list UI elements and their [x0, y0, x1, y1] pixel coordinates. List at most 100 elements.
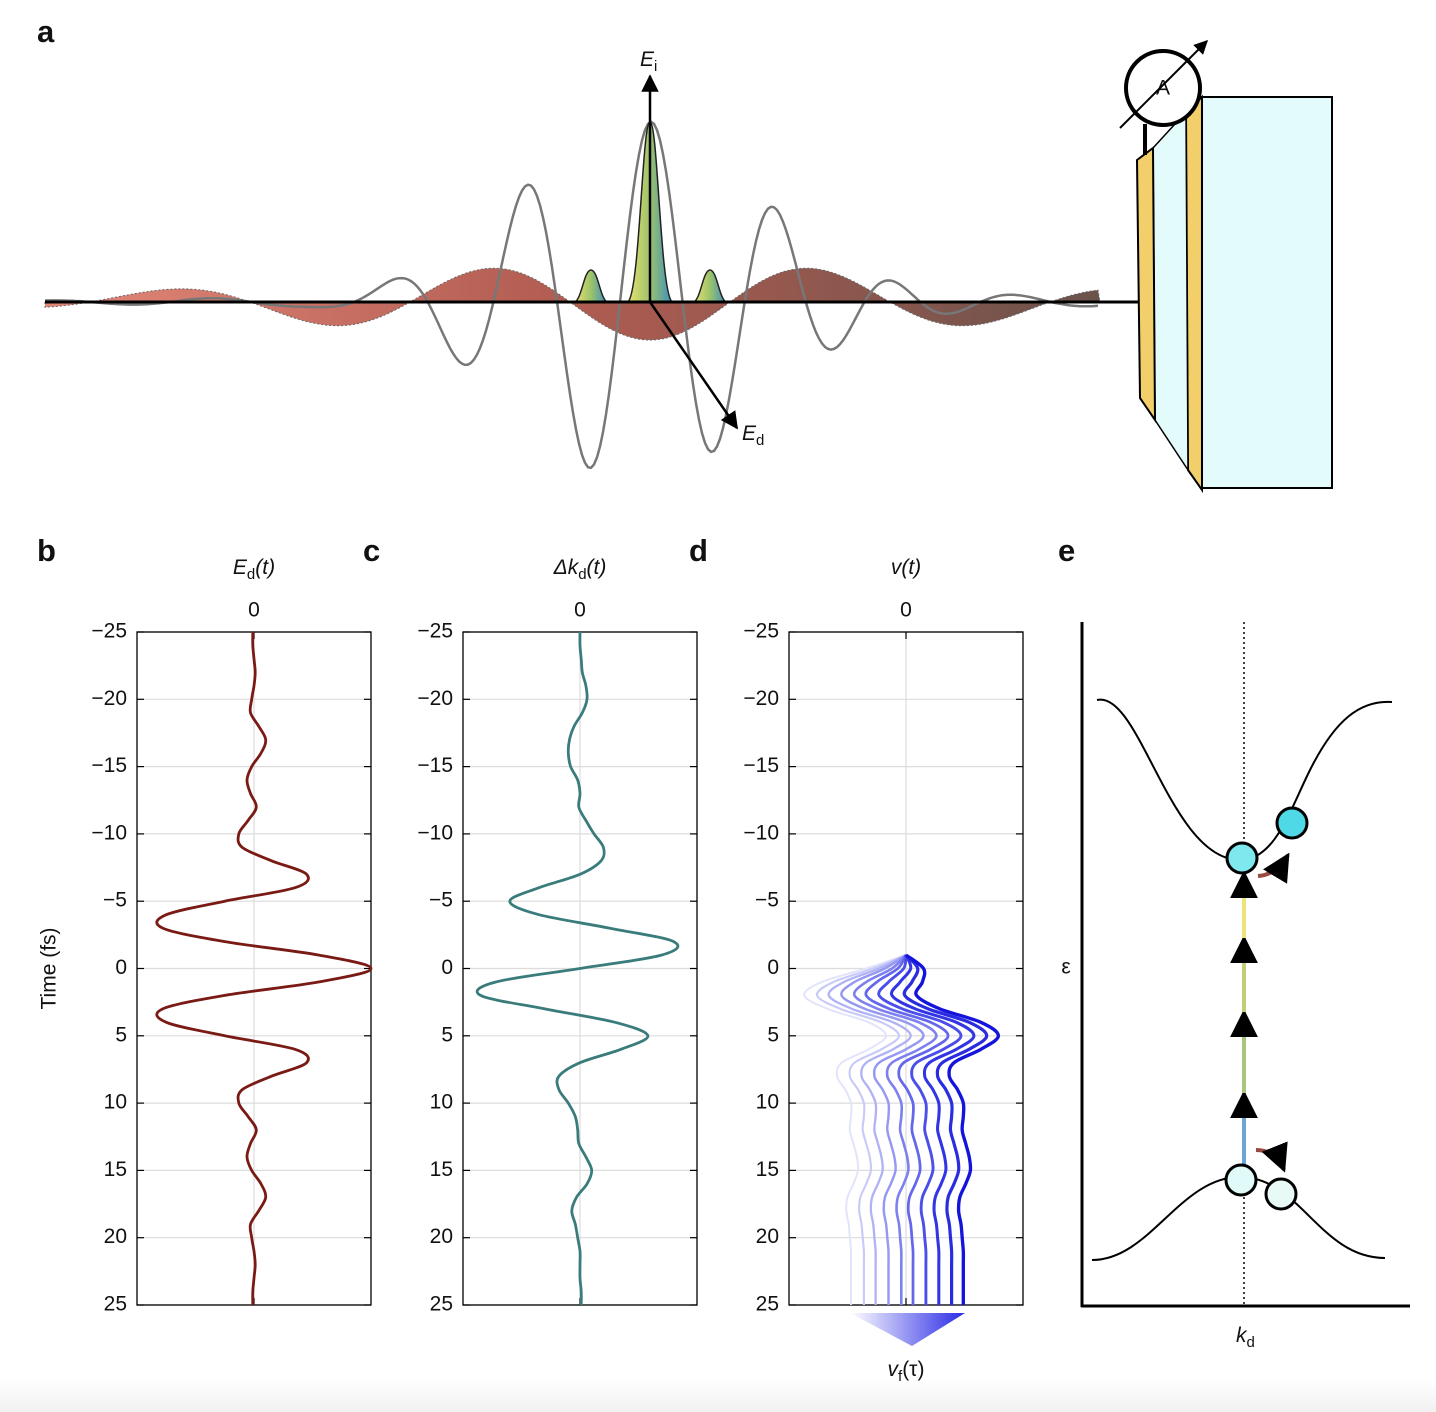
time-tick-label: −20	[417, 687, 453, 710]
bottom-shade	[0, 1380, 1436, 1412]
y-axis-label: Time (fs)	[38, 927, 61, 1009]
panel-e: e ε kd	[1058, 533, 1410, 1351]
title-tail: (t)	[587, 556, 607, 579]
vf-base: v	[888, 1358, 900, 1381]
hole	[1224, 1163, 1258, 1197]
ei-sub: i	[654, 58, 657, 75]
ed-base: E	[742, 422, 757, 445]
final-velocity-label: vf(τ)	[888, 1358, 925, 1385]
time-tick-label: −25	[91, 620, 127, 643]
ei-label: Ei	[640, 48, 657, 75]
ed-sub: d	[756, 432, 764, 449]
gap	[1152, 110, 1189, 473]
time-tick-label: 10	[430, 1091, 453, 1114]
conduction-band	[1096, 698, 1393, 862]
time-tick-label: 0	[767, 956, 779, 979]
time-tick-label: 10	[756, 1091, 779, 1114]
time-tick-label: 5	[115, 1023, 127, 1046]
field-peak	[572, 269, 610, 303]
value-tick-label: 0	[900, 599, 912, 622]
chart: b Ed(t) Time (fs) −25 −20 −15 −10 −5 0 5 10 15 20 25 0	[37, 533, 373, 1316]
vf-sub: f	[898, 1368, 903, 1385]
electron	[1225, 841, 1259, 875]
chart: c Δkd(t) −25 −20 −15 −10 −5 0 5 10 15 20 25 0	[363, 533, 698, 1316]
time-tick-label: −25	[417, 620, 453, 643]
time-tick-label: 0	[115, 956, 127, 979]
detected-field-area	[44, 267, 1101, 341]
data-line	[889, 954, 976, 1305]
time-tick-label: 25	[756, 1293, 779, 1316]
time-tick-label: 25	[104, 1293, 127, 1316]
time-tick-label: −10	[91, 821, 127, 844]
chart: d v(t) −25 −20 −15 −10 −5 0 5 10 15 20 25 0	[689, 533, 1024, 1316]
time-tick-label: −5	[429, 889, 453, 912]
time-tick-label: 15	[104, 1158, 127, 1181]
data-line	[904, 953, 1001, 1305]
title-tail: (t)	[255, 556, 275, 579]
title-tail: (t)	[901, 556, 921, 579]
momentum-label: kd	[1236, 1324, 1255, 1351]
ei-base: E	[640, 48, 655, 71]
panel-label: b	[37, 533, 56, 568]
drift-arrow	[1257, 852, 1290, 884]
title-sub: d	[578, 566, 586, 583]
substrate	[1201, 96, 1333, 489]
field-peak	[691, 269, 729, 303]
data-line	[475, 631, 680, 1306]
data-line	[815, 954, 907, 1305]
chart-title: Ed(t)	[233, 556, 275, 583]
field-wave	[45, 120, 1099, 470]
data-line	[852, 954, 938, 1305]
time-tick-label: 15	[756, 1158, 779, 1181]
vf-tail: (τ)	[902, 1358, 924, 1381]
electrode	[1135, 146, 1157, 424]
panel-label: c	[363, 533, 380, 568]
plot-frame	[788, 631, 1024, 1306]
time-tick-label: −20	[743, 687, 779, 710]
panel-label: d	[689, 533, 708, 568]
data-line	[864, 954, 950, 1305]
time-tick-label: 25	[430, 1293, 453, 1316]
time-tick-label: −5	[103, 889, 127, 912]
title-base: Δk	[553, 556, 580, 579]
hole	[1264, 1177, 1298, 1211]
time-tick-label: −5	[755, 889, 779, 912]
time-tick-label: −10	[417, 821, 453, 844]
ed-axis	[648, 301, 739, 430]
panel-label: a	[37, 14, 55, 49]
electron	[1275, 806, 1309, 840]
time-tick-label: 5	[767, 1023, 779, 1046]
ammeter-arrow	[1119, 40, 1208, 129]
chart-title: v(t)	[891, 556, 921, 579]
time-tick-label: 0	[441, 956, 453, 979]
ed-label: Ed	[742, 422, 764, 449]
time-tick-label: 5	[441, 1023, 453, 1046]
data-line	[155, 631, 373, 1306]
time-tick-label: 20	[104, 1225, 127, 1248]
data-line	[902, 953, 989, 1305]
panel-a: a Ei Ed A	[37, 14, 1333, 494]
time-tick-label: −10	[743, 821, 779, 844]
data-line	[840, 953, 925, 1305]
value-tick-label: 0	[248, 599, 260, 622]
title-base: E	[233, 556, 248, 579]
time-tick-label: −15	[91, 754, 127, 777]
ammeter	[1124, 49, 1202, 127]
data-line	[877, 954, 963, 1305]
chart-title: Δkd(t)	[553, 556, 607, 583]
energy-label: ε	[1061, 956, 1070, 979]
k-base: k	[1236, 1324, 1248, 1347]
final-velocity-wedge	[850, 1313, 965, 1346]
time-tick-label: 15	[430, 1158, 453, 1181]
value-tick-label: 0	[574, 599, 586, 622]
time-tick-label: 20	[756, 1225, 779, 1248]
data-line	[803, 954, 907, 1306]
data-line	[827, 953, 912, 1305]
time-tick-label: 10	[104, 1091, 127, 1114]
time-tick-label: −15	[417, 754, 453, 777]
title-sub: d	[247, 566, 255, 583]
k-sub: d	[1247, 1334, 1255, 1351]
panel-label: e	[1058, 533, 1075, 568]
drift-arrow	[1255, 1141, 1288, 1173]
